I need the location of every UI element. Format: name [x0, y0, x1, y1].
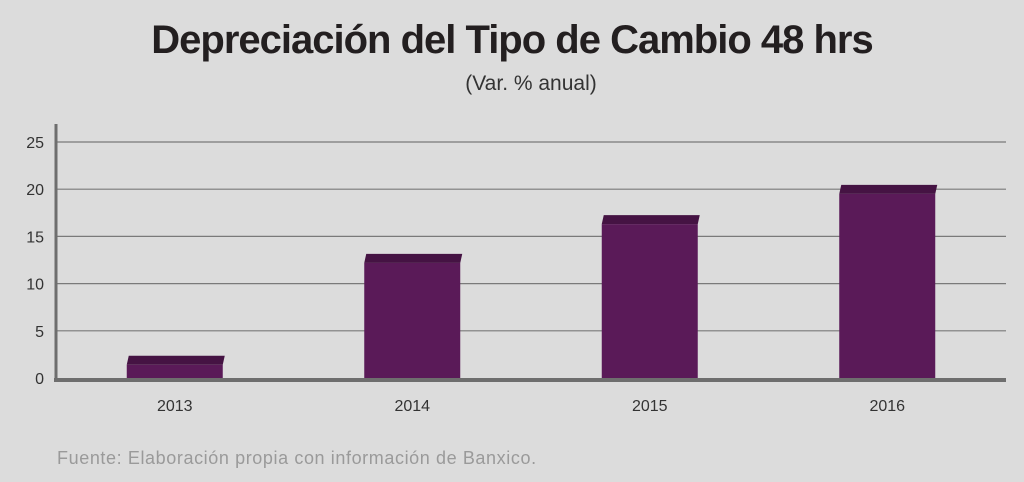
bar	[839, 193, 936, 378]
y-tick-label: 20	[26, 182, 44, 199]
y-tick-label: 5	[35, 324, 44, 341]
bar-top	[839, 184, 938, 194]
y-axis-ticks: 0 5 10 15 20 25	[26, 135, 44, 388]
x-tick-label: 2016	[869, 398, 905, 415]
y-tick-label: 0	[35, 371, 44, 388]
x-tick-label: 2015	[632, 398, 668, 415]
chart-title: Depreciación del Tipo de Cambio 48 hrs	[151, 18, 873, 62]
x-axis-ticks: 2013 2014 2015 2016	[157, 398, 905, 415]
bars	[126, 184, 938, 378]
y-tick-label: 15	[26, 229, 44, 246]
x-tick-label: 2014	[394, 398, 430, 415]
bar	[601, 224, 698, 378]
bar-top	[126, 355, 225, 365]
bar-top	[601, 215, 700, 225]
y-tick-label: 25	[26, 135, 44, 152]
x-tick-label: 2013	[157, 398, 193, 415]
bar	[364, 262, 461, 378]
y-tick-label: 10	[26, 277, 44, 294]
bar	[126, 364, 223, 378]
bar-top	[364, 253, 463, 263]
chart-subtitle: (Var. % anual)	[465, 72, 597, 95]
axes	[54, 124, 1006, 382]
source-note: Fuente: Elaboración propia con informaci…	[57, 448, 537, 468]
